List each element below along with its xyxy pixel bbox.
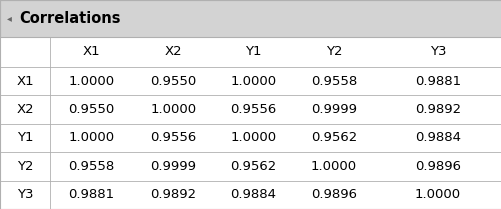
Text: 0.9892: 0.9892: [414, 103, 460, 116]
Text: 1.0000: 1.0000: [69, 131, 114, 144]
Text: 0.9556: 0.9556: [230, 103, 276, 116]
Text: 0.9999: 0.9999: [310, 103, 356, 116]
FancyBboxPatch shape: [0, 0, 501, 37]
Text: 0.9999: 0.9999: [150, 160, 196, 173]
Text: 0.9896: 0.9896: [310, 188, 356, 201]
Text: X2: X2: [16, 103, 34, 116]
Text: Y2: Y2: [17, 160, 33, 173]
Text: 0.9884: 0.9884: [230, 188, 276, 201]
Text: 0.9562: 0.9562: [230, 160, 276, 173]
Text: 1.0000: 1.0000: [69, 75, 114, 88]
Text: 0.9892: 0.9892: [150, 188, 196, 201]
Text: X1: X1: [16, 75, 34, 88]
Text: 0.9896: 0.9896: [414, 160, 460, 173]
Text: 1.0000: 1.0000: [310, 160, 356, 173]
Text: 0.9550: 0.9550: [68, 103, 115, 116]
Text: 1.0000: 1.0000: [414, 188, 460, 201]
Text: 0.9881: 0.9881: [414, 75, 460, 88]
Text: Y2: Y2: [325, 45, 341, 58]
Text: 0.9562: 0.9562: [310, 131, 356, 144]
Text: 0.9556: 0.9556: [150, 131, 196, 144]
Text: Y1: Y1: [245, 45, 261, 58]
Text: ◂: ◂: [7, 13, 12, 23]
Text: X1: X1: [83, 45, 100, 58]
Text: X2: X2: [164, 45, 182, 58]
Text: 1.0000: 1.0000: [150, 103, 196, 116]
Text: 0.9558: 0.9558: [310, 75, 356, 88]
Text: 0.9881: 0.9881: [69, 188, 114, 201]
Text: 0.9558: 0.9558: [68, 160, 115, 173]
Text: 1.0000: 1.0000: [230, 131, 276, 144]
Text: Y1: Y1: [17, 131, 33, 144]
Text: 1.0000: 1.0000: [230, 75, 276, 88]
Text: Correlations: Correlations: [19, 11, 120, 26]
Text: Y3: Y3: [429, 45, 445, 58]
Text: 0.9550: 0.9550: [150, 75, 196, 88]
Text: Y3: Y3: [17, 188, 33, 201]
Text: 0.9884: 0.9884: [414, 131, 460, 144]
